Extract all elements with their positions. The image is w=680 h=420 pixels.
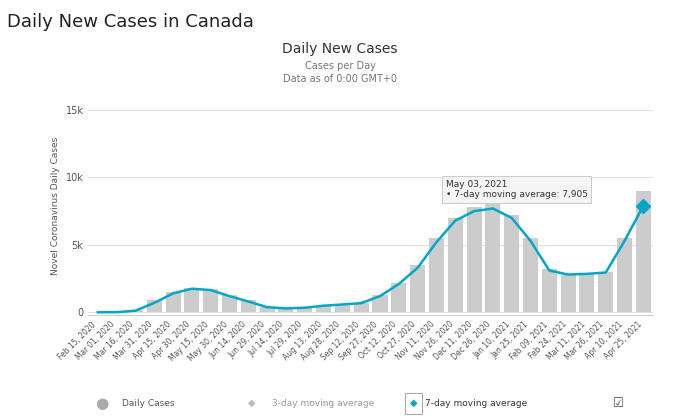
Text: Data as of 0:00 GMT+0: Data as of 0:00 GMT+0 xyxy=(283,74,397,84)
Bar xyxy=(486,205,500,312)
Text: ◆: ◆ xyxy=(409,398,418,408)
Bar xyxy=(260,307,275,312)
Bar xyxy=(297,307,312,312)
Bar xyxy=(147,300,162,312)
Bar xyxy=(429,238,444,312)
Bar xyxy=(466,207,481,312)
Bar xyxy=(542,269,557,312)
Text: Daily New Cases: Daily New Cases xyxy=(282,42,398,56)
Y-axis label: Novel Coronavirus Daily Cases: Novel Coronavirus Daily Cases xyxy=(51,136,60,275)
Text: 7-day moving average: 7-day moving average xyxy=(425,399,527,408)
Bar xyxy=(316,306,331,312)
Bar xyxy=(278,308,294,312)
Bar xyxy=(579,273,594,312)
Bar xyxy=(636,191,651,312)
Bar xyxy=(203,289,218,312)
Bar xyxy=(447,218,463,312)
Bar xyxy=(598,272,613,312)
Text: Daily Cases: Daily Cases xyxy=(122,399,175,408)
Text: ☑: ☑ xyxy=(613,397,624,410)
Bar xyxy=(222,295,237,312)
Bar xyxy=(184,288,199,312)
Bar xyxy=(354,303,369,312)
Text: Daily New Cases in Canada: Daily New Cases in Canada xyxy=(7,13,254,31)
Text: May 03, 2021
• 7-day moving average: 7,905: May 03, 2021 • 7-day moving average: 7,9… xyxy=(446,180,588,199)
Bar xyxy=(373,295,388,312)
Bar xyxy=(335,304,350,312)
Bar xyxy=(391,283,407,312)
Text: ◆: ◆ xyxy=(248,398,256,408)
Bar xyxy=(165,292,181,312)
Bar xyxy=(128,310,143,312)
Text: 3-day moving average: 3-day moving average xyxy=(272,399,374,408)
Bar xyxy=(617,238,632,312)
Bar xyxy=(560,275,576,312)
Bar xyxy=(241,300,256,312)
Text: ●: ● xyxy=(95,396,109,411)
Bar xyxy=(410,265,425,312)
Bar xyxy=(523,238,538,312)
Text: Cases per Day: Cases per Day xyxy=(305,61,375,71)
Bar xyxy=(504,215,520,312)
